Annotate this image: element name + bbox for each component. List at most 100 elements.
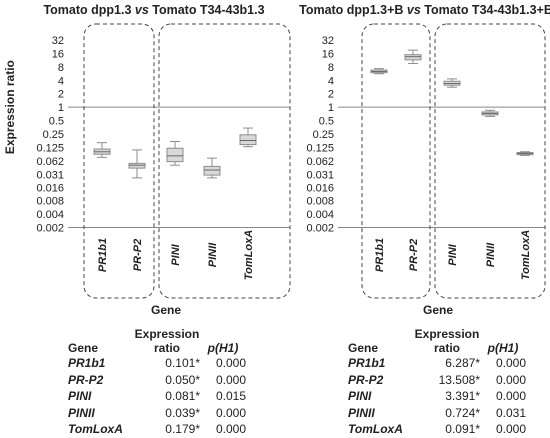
box-pr-p2: [404, 49, 422, 65]
y-tick-label: 0.008: [36, 196, 64, 208]
title-part: vs: [407, 3, 421, 17]
title-part: Tomato dpp1.3+B: [299, 3, 407, 17]
gene-name: TomLoxA: [68, 422, 123, 436]
p-value: 0.000: [495, 422, 526, 436]
box-body: [203, 165, 221, 176]
y-tick-label: 8: [58, 62, 64, 74]
ratio-value: 0.039*: [165, 405, 200, 420]
y-tick-label: 0.002: [306, 223, 334, 235]
y-tick-label: 0.5: [319, 116, 334, 128]
table-row: PINII 0.039* 0.000: [68, 405, 246, 422]
ratio-value: 0.050*: [165, 372, 200, 387]
category-label: PINII: [485, 242, 497, 267]
box-tomloxa: [239, 127, 257, 148]
gene-group-frame: [434, 23, 546, 299]
y-tick-label: 0.25: [313, 129, 334, 141]
chart-title: Tomato dpp1.3 vs Tomato T34-43b1.3: [43, 3, 264, 17]
box-pr-p2: [128, 149, 146, 179]
table-row: PR1b1 6.287* 0.000: [348, 355, 526, 372]
box-pr1b1: [93, 142, 111, 158]
y-tick-label: 2: [58, 89, 64, 101]
box-body: [404, 54, 422, 61]
y-tick-label: 0.004: [36, 209, 64, 221]
p-value: 0.000: [495, 356, 526, 370]
y-tick-label: 2: [328, 89, 334, 101]
stats-header-p: p(H1): [487, 341, 519, 355]
y-tick-label: 4: [58, 75, 64, 87]
ratio-value: 0.724*: [445, 405, 480, 420]
y-tick-label: 16: [52, 48, 64, 60]
y-tick-label: 0.004: [306, 209, 334, 221]
category-label: PR-P2: [408, 239, 420, 271]
stats-table-right: Gene Expression ratio p(H1) PR1b1 6.287*…: [348, 327, 526, 438]
y-tick-label: 0.031: [36, 169, 64, 181]
category-label: TomLoxA: [520, 230, 532, 280]
y-tick-label: 0.031: [306, 169, 334, 181]
category-label: PR1b1: [97, 238, 109, 272]
category-label: PINII: [207, 242, 219, 267]
box-body: [239, 134, 257, 146]
category-label: PINI: [447, 243, 459, 265]
y-tick-label: 0.002: [36, 223, 64, 235]
p-value: 0.031: [495, 405, 526, 420]
gene-name: PINI: [68, 389, 92, 403]
box-body: [128, 162, 146, 169]
gene-name: PR1b1: [348, 356, 386, 370]
table-row: PINI 0.081* 0.015: [68, 388, 246, 405]
ratio-value: 0.179*: [165, 422, 200, 436]
box-pini: [166, 140, 184, 166]
gene-group-frame: [361, 23, 431, 299]
p-value: 0.000: [495, 372, 526, 387]
chart-title: Tomato dpp1.3+B vs Tomato T34-43b1.3+B: [299, 3, 550, 17]
ratio-value: 3.391*: [445, 389, 480, 403]
gene-name: PINI: [348, 389, 372, 403]
stats-table-left: Gene Expression ratio p(H1) PR1b1 0.101*…: [68, 327, 246, 438]
y-tick-label: 0.016: [36, 182, 64, 194]
y-tick-label: 1: [58, 102, 64, 114]
x-axis-label: Gene: [151, 303, 181, 317]
y-tick-label: 32: [322, 35, 334, 47]
y-tick-label: 1: [328, 102, 334, 114]
ratio-value: 0.091*: [445, 422, 480, 436]
box-pr1b1: [370, 68, 388, 75]
y-tick-label: 4: [328, 75, 334, 87]
stats-header-ratio: Expression ratio: [414, 327, 480, 355]
p-value: 0.015: [215, 389, 246, 403]
ratio-value: 13.508*: [438, 372, 480, 387]
chart-right: Tomato dpp1.3+B vs Tomato T34-43b1.3+B 32…: [299, 3, 550, 317]
box-pinii: [203, 157, 221, 179]
y-tick-label: 0.008: [306, 196, 334, 208]
y-tick-label: 8: [328, 62, 334, 74]
table-row: TomLoxA 0.091* 0.000: [348, 421, 526, 438]
p-value: 0.000: [215, 422, 246, 436]
y-tick-label: 0.062: [36, 156, 64, 168]
y-tick-label: 0.016: [306, 182, 334, 194]
category-label: PR-P2: [132, 239, 144, 271]
title-part: Tomato T34-43b1.3: [149, 3, 265, 17]
p-value: 0.000: [495, 389, 526, 403]
gene-name: PR-P2: [348, 372, 384, 387]
table-row: PR-P2 0.050* 0.000: [68, 372, 246, 389]
gene-name: PINII: [68, 405, 95, 420]
ratio-value: 6.287*: [445, 356, 480, 370]
ratio-value: 0.081*: [165, 389, 200, 403]
y-tick-label: 0.25: [43, 129, 64, 141]
title-part: vs: [135, 3, 149, 17]
gene-name: PINII: [348, 405, 375, 420]
gene-name: PR-P2: [68, 372, 104, 387]
table-row: PINI 3.391* 0.000: [348, 388, 526, 405]
table-row: PINII 0.724* 0.031: [348, 405, 526, 422]
table-row: PR1b1 0.101* 0.000: [68, 355, 246, 372]
x-axis-label: Gene: [423, 303, 453, 317]
p-value: 0.000: [215, 356, 246, 370]
y-tick-label: 0.125: [306, 142, 334, 154]
gene-name: PR1b1: [68, 356, 106, 370]
category-label: TomLoxA: [243, 230, 255, 280]
table-row: TomLoxA 0.179* 0.000: [68, 421, 246, 438]
table-row: PR-P2 13.508* 0.000: [348, 372, 526, 389]
box-pini: [443, 78, 461, 88]
box-tomloxa: [516, 151, 534, 156]
gene-group-frame: [158, 23, 291, 299]
